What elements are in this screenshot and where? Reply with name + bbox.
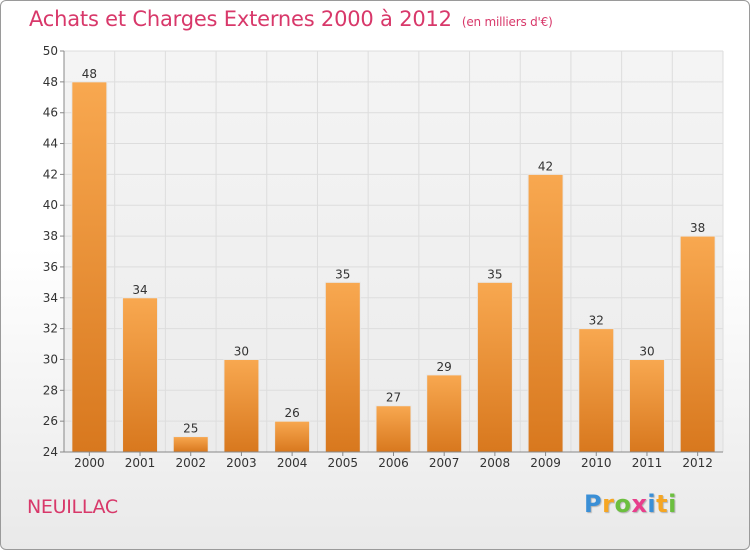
- x-tick-label: 2005: [328, 456, 359, 470]
- y-tick-label: 42: [43, 167, 58, 181]
- data-label-2002: 25: [183, 422, 198, 436]
- data-label-2006: 27: [386, 391, 401, 405]
- bar-2011: [628, 358, 665, 453]
- bar-2004: [274, 420, 311, 453]
- data-label-2003: 30: [234, 344, 249, 358]
- x-tick-label: 2012: [682, 456, 713, 470]
- x-tick-label: 2002: [175, 456, 206, 470]
- data-label-2001: 34: [132, 283, 147, 297]
- x-tick-label: 2011: [632, 456, 663, 470]
- logo-letter: x: [631, 490, 648, 518]
- bar-chart: 48 34 25 30 26 35 27 29 35 42 32 30 38 24 26 28 30 32 34 3…: [43, 44, 724, 470]
- logo-letter: P: [584, 490, 603, 518]
- logo-letter: i: [647, 490, 657, 518]
- data-label-2000: 48: [82, 67, 97, 81]
- bar-2002: [172, 436, 209, 453]
- x-tick-label: 2008: [480, 456, 511, 470]
- bar-2000: [71, 81, 108, 453]
- x-tick-label: 2006: [378, 456, 409, 470]
- chart-title: Achats et Charges Externes 2000 à 2012 (e…: [29, 7, 553, 31]
- bar-2007: [426, 374, 463, 453]
- x-tick-label: 2000: [74, 456, 105, 470]
- chart-title-text: Achats et Charges Externes 2000 à 2012: [29, 7, 452, 31]
- y-tick-label: 36: [43, 260, 58, 274]
- x-tick-label: 2001: [125, 456, 156, 470]
- bar-2005: [324, 281, 361, 453]
- y-tick-label: 46: [43, 106, 58, 120]
- data-label-2005: 35: [335, 267, 350, 281]
- y-tick-label: 48: [43, 75, 58, 89]
- data-label-2009: 42: [538, 159, 553, 173]
- logo-letter: r: [602, 490, 615, 518]
- commune-name: NEUILLAC: [27, 496, 118, 518]
- bar-2001: [122, 297, 159, 453]
- y-tick-label: 24: [43, 445, 58, 459]
- y-tick-label: 26: [43, 414, 58, 428]
- y-tick-label: 28: [43, 383, 58, 397]
- proxiti-logo: Proxiti: [584, 490, 677, 518]
- bar-2012: [679, 235, 716, 453]
- bar-2009: [527, 173, 564, 453]
- data-label-2007: 29: [437, 360, 452, 374]
- y-tick-label: 38: [43, 229, 58, 243]
- bar-2010: [578, 328, 615, 453]
- data-label-2012: 38: [690, 221, 705, 235]
- logo-letter: i: [668, 490, 677, 518]
- bar-2006: [375, 405, 412, 453]
- x-tick-label: 2003: [226, 456, 257, 470]
- data-label-2008: 35: [487, 267, 502, 281]
- x-tick-label: 2009: [530, 456, 561, 470]
- data-label-2010: 32: [589, 314, 604, 328]
- bar-2008: [476, 281, 513, 453]
- logo-letter: t: [656, 490, 669, 518]
- y-tick-label: 32: [43, 322, 58, 336]
- y-tick-label: 34: [43, 291, 58, 305]
- y-tick-label: 40: [43, 198, 58, 212]
- x-tick-label: 2004: [277, 456, 308, 470]
- y-tick-label: 44: [43, 137, 58, 151]
- y-tick-label: 30: [43, 352, 58, 366]
- y-tick-label: 50: [43, 44, 58, 58]
- bar-2003: [223, 358, 260, 453]
- chart-unit: (en milliers d'€): [461, 15, 553, 29]
- x-tick-label: 2010: [581, 456, 612, 470]
- data-label-2011: 30: [639, 344, 654, 358]
- x-tick-label: 2007: [429, 456, 460, 470]
- logo-letter: o: [614, 490, 632, 518]
- data-label-2004: 26: [284, 406, 299, 420]
